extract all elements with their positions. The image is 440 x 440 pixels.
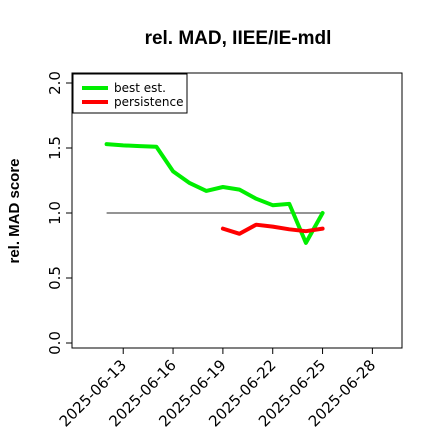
legend-label-persistence: persistence: [114, 95, 183, 109]
y-tick-label: 0.5: [46, 266, 64, 290]
y-tick-label: 0.0: [46, 331, 64, 355]
x-axis: 2025-06-132025-06-162025-06-192025-06-22…: [56, 348, 379, 430]
plot-lines: [104, 142, 325, 245]
legend: best est. persistence: [72, 73, 188, 114]
chart-title: rel. MAD, IIEE/IE-mdl: [145, 28, 332, 49]
legend-box: [72, 73, 188, 114]
series-line-best-est: [104, 142, 325, 245]
y-tick-label: 1.5: [46, 136, 64, 160]
plot-frame: [71, 72, 403, 349]
y-tick-label: 2.0: [46, 71, 64, 95]
y-axis-label: rel. MAD score: [6, 158, 23, 263]
y-tick-label: 1.0: [46, 201, 64, 225]
series-line-persistence: [220, 222, 325, 236]
legend-label-best-est: best est.: [114, 81, 166, 95]
y-axis: 0.0 0.5 1.0 1.5 2.0: [46, 71, 72, 355]
